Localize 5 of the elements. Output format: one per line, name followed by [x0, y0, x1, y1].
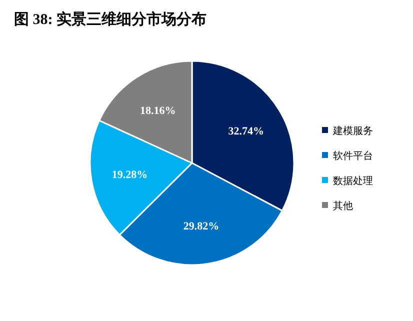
legend-label: 数据处理 — [333, 175, 373, 187]
legend-label: 软件平台 — [333, 150, 373, 162]
legend-label: 其他 — [333, 200, 353, 212]
title: 图 38: 实景三维细分市场分布 — [14, 12, 206, 28]
legend-label: 建模服务 — [332, 125, 373, 137]
